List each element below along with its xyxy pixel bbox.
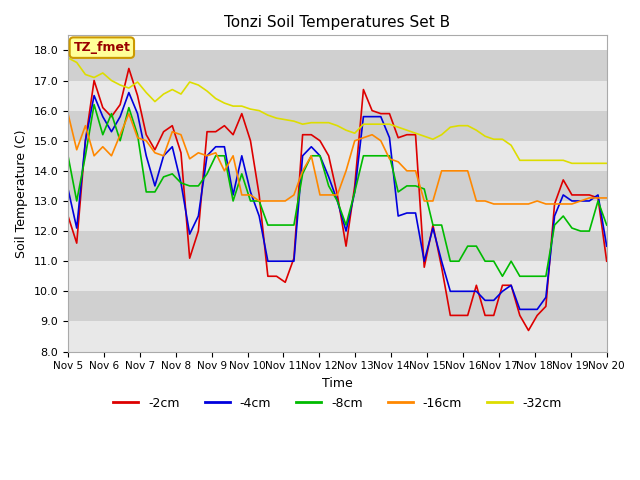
Bar (68, 291, 607, 322)
Legend: -2cm, -4cm, -8cm, -16cm, -32cm: -2cm, -4cm, -8cm, -16cm, -32cm (108, 392, 566, 415)
Title: Tonzi Soil Temperatures Set B: Tonzi Soil Temperatures Set B (224, 15, 451, 30)
Text: TZ_fmet: TZ_fmet (74, 41, 131, 54)
X-axis label: Time: Time (322, 377, 353, 390)
Bar (68, 110, 607, 141)
Bar (68, 261, 607, 291)
Bar (68, 231, 607, 261)
Bar (68, 50, 607, 81)
Bar (68, 81, 607, 110)
Bar (68, 171, 607, 201)
Bar (68, 141, 607, 171)
Bar (68, 201, 607, 231)
Y-axis label: Soil Temperature (C): Soil Temperature (C) (15, 129, 28, 258)
Bar (68, 322, 607, 351)
